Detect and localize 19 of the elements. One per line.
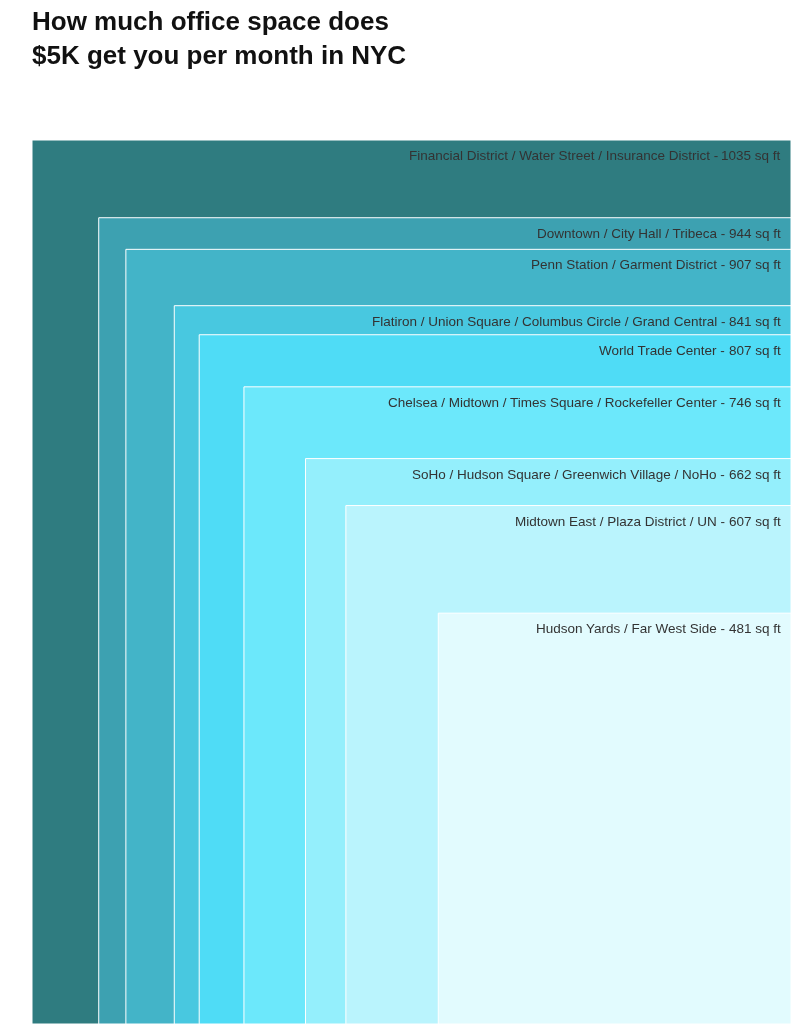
data-label: 841 sq ft — [729, 314, 782, 329]
category-label: Flatiron / Union Square / Columbus Circle / Grand Central - — [372, 314, 726, 329]
text: How much office space does $5K get you per month in NYC — [32, 6, 407, 70]
category-label: World Trade Center - — [599, 343, 725, 358]
data-label: 607 sq ft — [729, 514, 782, 529]
category-label: SoHo / Hudson Square / Greenwich Village / NoHo - — [412, 467, 725, 482]
category-label: Penn Station / Garment District - — [531, 257, 726, 272]
data-label: 907 sq ft — [729, 257, 782, 272]
data-label: 481 sq ft — [729, 621, 782, 636]
data-label: 746 sq ft — [729, 395, 782, 410]
category-label: Financial District / Water Street / Insurance District - — [409, 148, 719, 163]
category-label: Midtown East / Plaza District / UN - — [515, 514, 726, 529]
data-label: 1035 sq ft — [721, 148, 781, 163]
category-label: Hudson Yards / Far West Side - — [536, 621, 726, 636]
category-label: Downtown / City Hall / Tribeca - — [537, 226, 726, 241]
category-label: Chelsea / Midtown / Times Square / Rockefeller Center - — [388, 395, 725, 410]
data-label: 662 sq ft — [729, 467, 782, 482]
data-label: 807 sq ft — [729, 343, 782, 358]
data-label: 944 sq ft — [729, 226, 782, 241]
